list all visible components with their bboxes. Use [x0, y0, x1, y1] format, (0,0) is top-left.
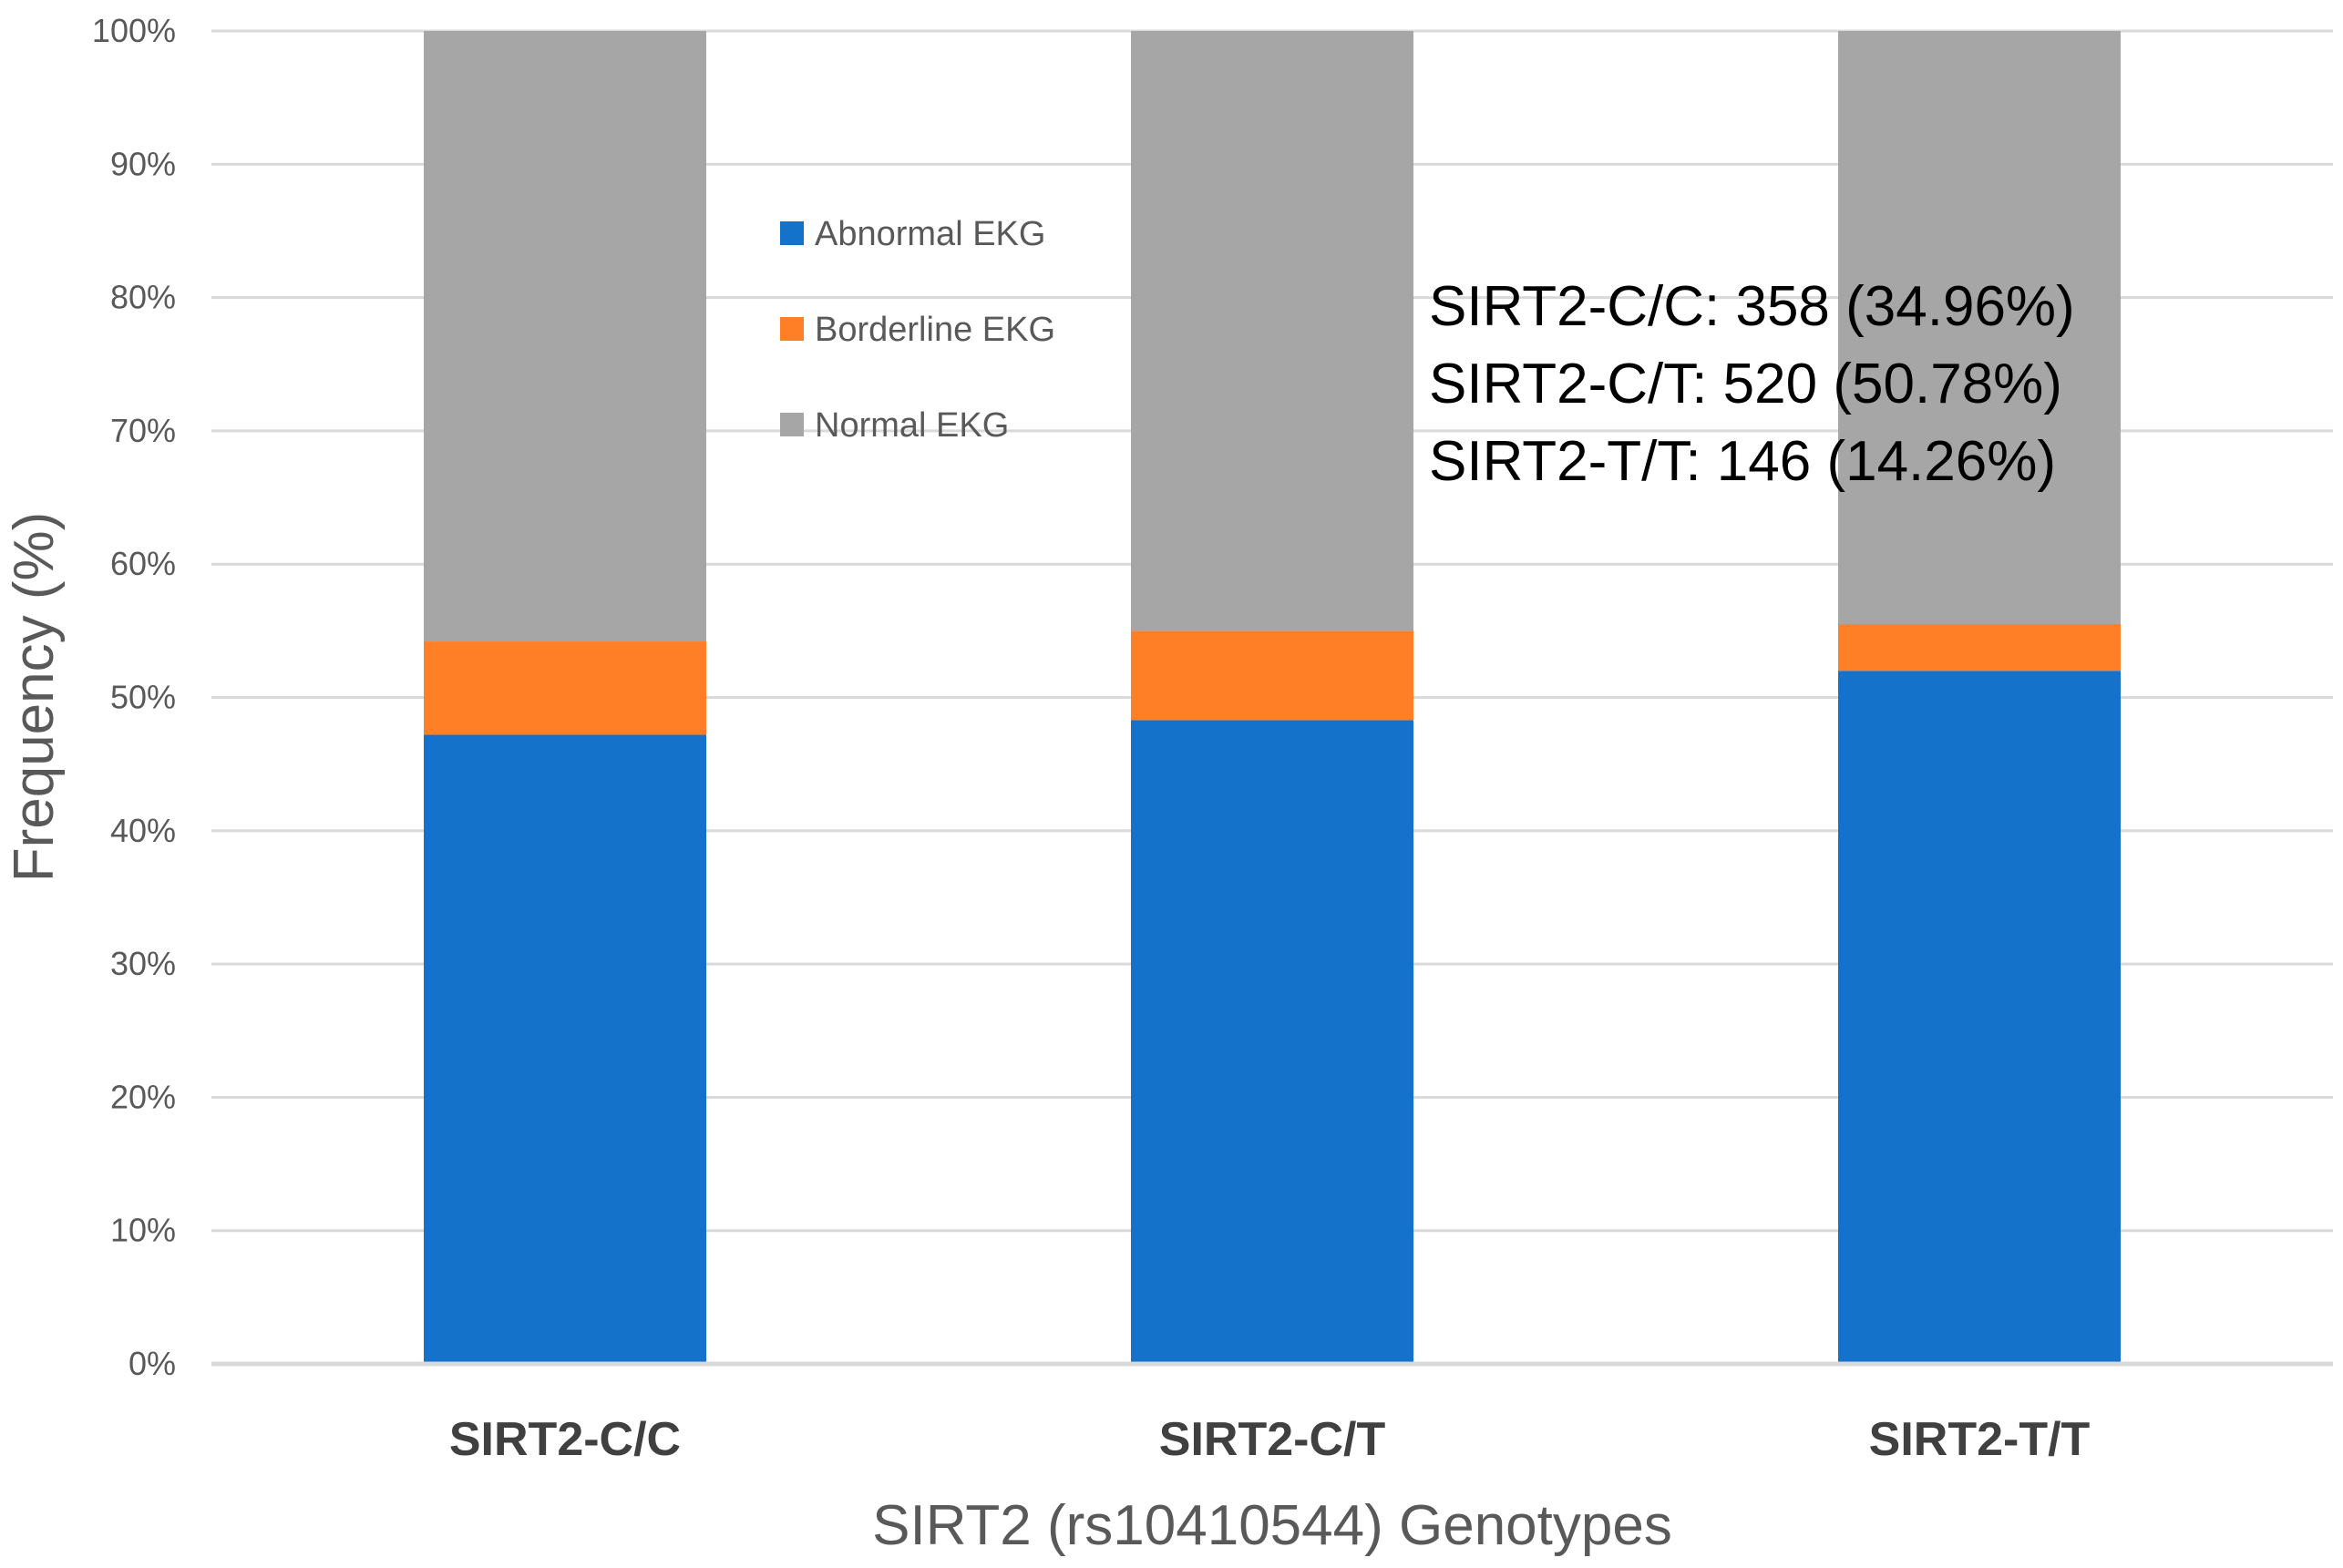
legend: Abnormal EKG Borderline EKG Normal EKG	[780, 215, 1055, 445]
bar-abnormal-ekg-sirt2-c-t	[1131, 720, 1413, 1364]
y-tick-label: 0%	[128, 1345, 176, 1382]
legend-swatch-normal-ekg	[780, 413, 804, 436]
y-tick-label: 100%	[92, 12, 176, 49]
y-tick-label: 50%	[110, 679, 176, 716]
legend-label-borderline-ekg: Borderline EKG	[815, 311, 1055, 349]
x-tick-label: SIRT2-C/C	[449, 1413, 681, 1466]
legend-swatch-borderline-ekg	[780, 317, 804, 341]
y-tick-label: 30%	[110, 945, 176, 982]
y-tick-label: 90%	[110, 145, 176, 182]
bar-borderline-ekg-sirt2-c-t	[1131, 630, 1413, 721]
legend-label-normal-ekg: Normal EKG	[815, 406, 1009, 445]
bar-borderline-ekg-sirt2-t-t	[1838, 624, 2121, 671]
bar-normal-ekg-sirt2-c-t	[1131, 31, 1413, 631]
y-tick-label: 10%	[110, 1212, 176, 1249]
y-tick-label: 70%	[110, 412, 176, 449]
bar-borderline-ekg-sirt2-c-c	[424, 641, 706, 735]
x-tick-label: SIRT2-C/T	[1159, 1413, 1386, 1466]
legend-swatch-abnormal-ekg	[780, 221, 804, 245]
bar-normal-ekg-sirt2-c-c	[424, 31, 706, 642]
y-tick-label: 80%	[110, 279, 176, 316]
bar-abnormal-ekg-sirt2-t-t	[1838, 671, 2121, 1364]
x-axis-title: SIRT2 (rs10410544) Genotypes	[872, 1494, 1672, 1557]
annotation-line: SIRT2-T/T: 146 (14.26%)	[1429, 430, 2056, 493]
bar-abnormal-ekg-sirt2-c-c	[424, 734, 706, 1364]
annotation-line: SIRT2-C/T: 520 (50.78%)	[1429, 353, 2062, 415]
y-tick-label: 20%	[110, 1078, 176, 1115]
y-axis-title: Frequency (%)	[3, 512, 66, 883]
bar-stacks	[424, 31, 2121, 1364]
legend-label-abnormal-ekg: Abnormal EKG	[815, 215, 1045, 253]
bar-normal-ekg-sirt2-t-t	[1838, 31, 2121, 625]
x-tick-label: SIRT2-T/T	[1869, 1413, 2091, 1466]
y-tick-label: 40%	[110, 812, 176, 849]
axes: 0% 10% 20% 30% 40% 50% 60% 70% 80% 90% 100% SIRT2-C…	[3, 12, 2333, 1557]
annotation-line: SIRT2-C/C: 358 (34.96%)	[1429, 275, 2075, 338]
annotation-box: SIRT2-C/C: 358 (34.96%) SIRT2-C/T: 520 (5…	[1429, 275, 2075, 493]
y-tick-label: 60%	[110, 545, 176, 582]
